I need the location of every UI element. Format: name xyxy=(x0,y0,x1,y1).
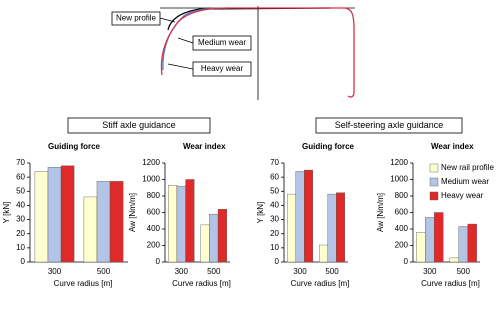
profile-label: Medium wear xyxy=(198,38,246,47)
bar xyxy=(200,224,210,263)
group-box xyxy=(315,117,463,134)
x-axis-label: Curve radius [m] xyxy=(172,279,231,288)
y-tick-label: 10 xyxy=(16,243,25,252)
y-tick-label: 400 xyxy=(395,224,409,233)
y-tick-label: 0 xyxy=(21,257,26,266)
legend-swatch xyxy=(429,177,439,187)
group-label: Self-steering axle guidance xyxy=(335,120,444,130)
y-tick-label: 60 xyxy=(16,172,25,181)
x-axis-label: Curve radius [m] xyxy=(54,279,113,288)
bar xyxy=(217,208,227,263)
y-tick-label: 200 xyxy=(395,241,409,250)
bar xyxy=(295,171,305,263)
y-tick-label: 40 xyxy=(16,201,25,210)
y-tick-label: 600 xyxy=(147,208,161,217)
label-box xyxy=(192,61,252,77)
y-tick-label: 40 xyxy=(270,201,279,210)
bar xyxy=(185,179,195,263)
bar xyxy=(449,257,459,263)
bar xyxy=(109,181,124,263)
label-box xyxy=(111,11,161,26)
y-tick-label: 50 xyxy=(16,186,25,195)
y-tick-label: 1200 xyxy=(142,158,160,167)
y-tick-label: 30 xyxy=(270,215,279,224)
bar xyxy=(336,192,345,263)
x-tick-label: 300 xyxy=(175,267,189,276)
y-axis-label: Y [kN] xyxy=(2,202,11,224)
y-tick-label: 1000 xyxy=(142,175,160,184)
y-tick-label: 800 xyxy=(147,191,161,200)
x-tick-label: 500 xyxy=(457,267,471,276)
x-tick-label: 300 xyxy=(293,267,307,276)
x-tick-label: 500 xyxy=(97,267,111,276)
bar xyxy=(47,167,62,263)
y-tick-label: 50 xyxy=(270,186,279,195)
y-tick-label: 60 xyxy=(270,172,279,181)
bar xyxy=(434,212,444,263)
y-tick-label: 200 xyxy=(147,241,161,250)
x-tick-label: 300 xyxy=(48,267,62,276)
y-axis-label: Aw [Nm/m] xyxy=(128,193,137,232)
chart-title: Wear index xyxy=(183,142,226,151)
y-tick-label: 0 xyxy=(156,257,161,266)
y-axis-label: Aw [Nm/m] xyxy=(376,193,385,232)
x-tick-label: 500 xyxy=(325,267,339,276)
y-axis-label: Y [kN] xyxy=(256,202,265,224)
bar xyxy=(458,226,468,263)
x-tick-label: 300 xyxy=(423,267,437,276)
y-tick-label: 20 xyxy=(16,229,25,238)
y-tick-label: 400 xyxy=(147,224,161,233)
bar xyxy=(287,193,296,263)
profile-label: New profile xyxy=(116,14,157,23)
y-tick-label: 600 xyxy=(395,208,409,217)
y-tick-label: 70 xyxy=(16,158,25,167)
group-label: Stiff axle guidance xyxy=(102,120,175,130)
y-tick-label: 30 xyxy=(16,215,25,224)
x-axis-label: Curve radius [m] xyxy=(291,279,350,288)
label-box xyxy=(192,35,252,51)
bar xyxy=(304,169,313,263)
bar xyxy=(425,217,435,263)
y-tick-label: 1200 xyxy=(390,158,408,167)
bar xyxy=(60,165,75,263)
bar xyxy=(467,223,477,263)
y-tick-label: 10 xyxy=(270,243,279,252)
x-tick-label: 500 xyxy=(207,267,221,276)
legend-label: Heavy wear xyxy=(441,191,484,200)
legend-swatch xyxy=(429,163,439,173)
y-tick-label: 0 xyxy=(275,257,280,266)
profile-diagram xyxy=(111,6,355,100)
legend-swatch xyxy=(429,191,439,201)
chart-title: Wear index xyxy=(431,142,474,151)
legend-label: New rail profile xyxy=(441,163,494,172)
bar xyxy=(168,185,178,263)
bar xyxy=(319,244,328,263)
bar xyxy=(176,185,186,263)
bar xyxy=(327,193,337,263)
y-tick-label: 70 xyxy=(270,158,279,167)
bar xyxy=(96,181,111,263)
y-tick-label: 800 xyxy=(395,191,409,200)
profile-label: Heavy wear xyxy=(201,64,244,73)
y-tick-label: 0 xyxy=(404,257,409,266)
bar xyxy=(34,171,49,263)
chart-title: Guiding force xyxy=(48,142,101,151)
y-tick-label: 20 xyxy=(270,229,279,238)
bar xyxy=(209,213,219,263)
x-axis-label: Curve radius [m] xyxy=(421,279,480,288)
chart-title: Guiding force xyxy=(302,142,355,151)
y-tick-label: 1000 xyxy=(390,175,408,184)
bar xyxy=(83,196,98,263)
bar xyxy=(416,232,426,263)
legend-label: Medium wear xyxy=(441,177,489,186)
group-box xyxy=(67,117,211,134)
